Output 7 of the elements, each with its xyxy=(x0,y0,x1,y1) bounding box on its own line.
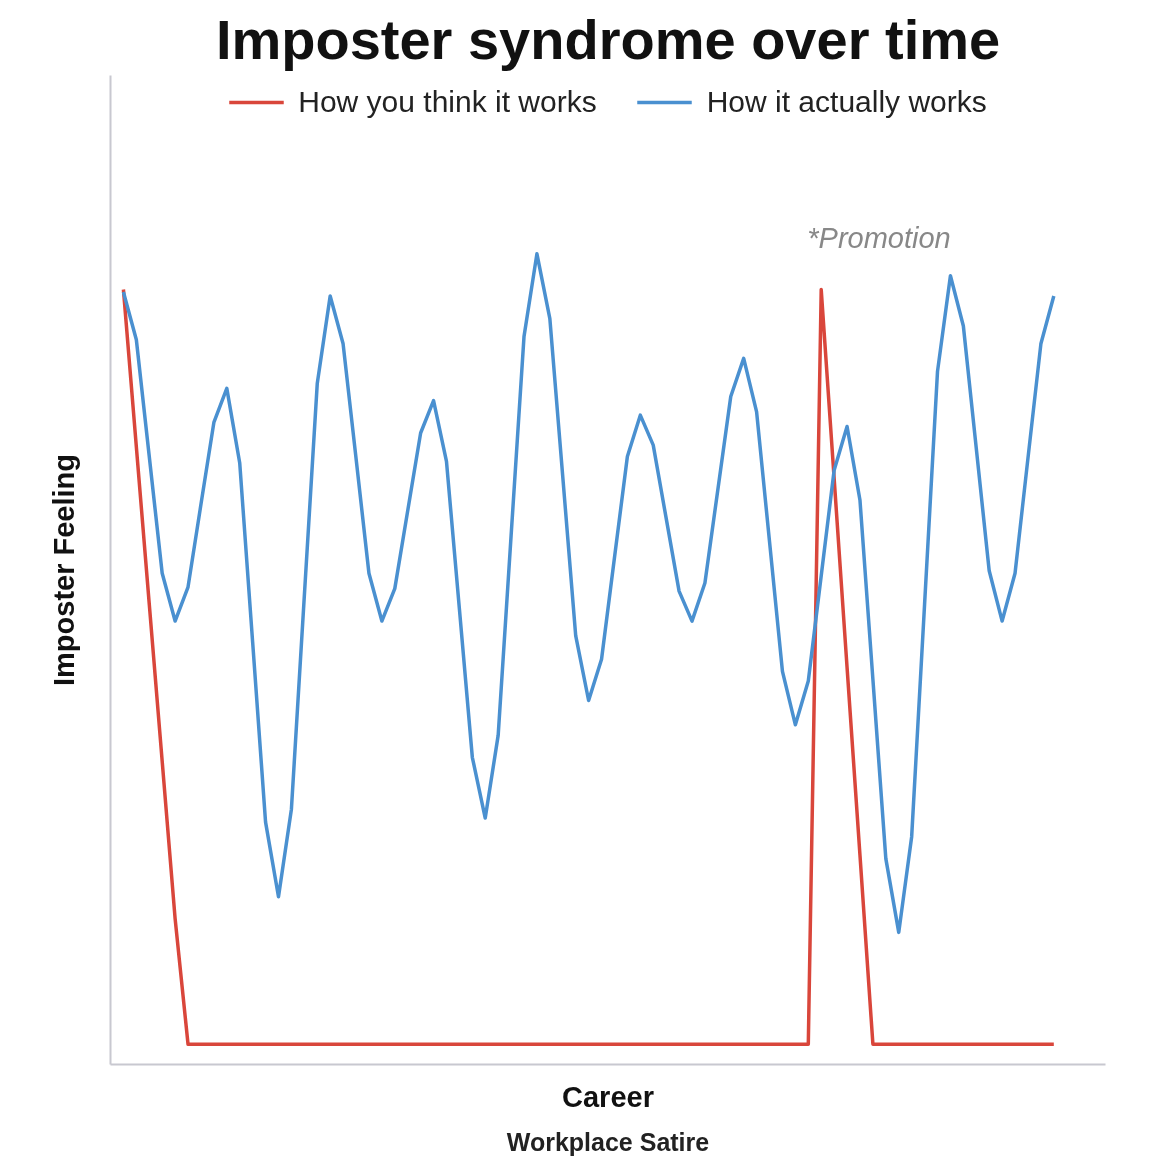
y-axis-title: Imposter Feeling xyxy=(47,453,80,687)
chart-title: Imposter syndrome over time xyxy=(215,7,1001,71)
annotation: *Promotion xyxy=(807,221,951,254)
text: Workplace Satire xyxy=(506,1127,710,1156)
x-axis-title: Career xyxy=(562,1080,654,1113)
legend-label: How it actually works xyxy=(706,85,987,119)
legend-label: How you think it works xyxy=(298,85,597,119)
